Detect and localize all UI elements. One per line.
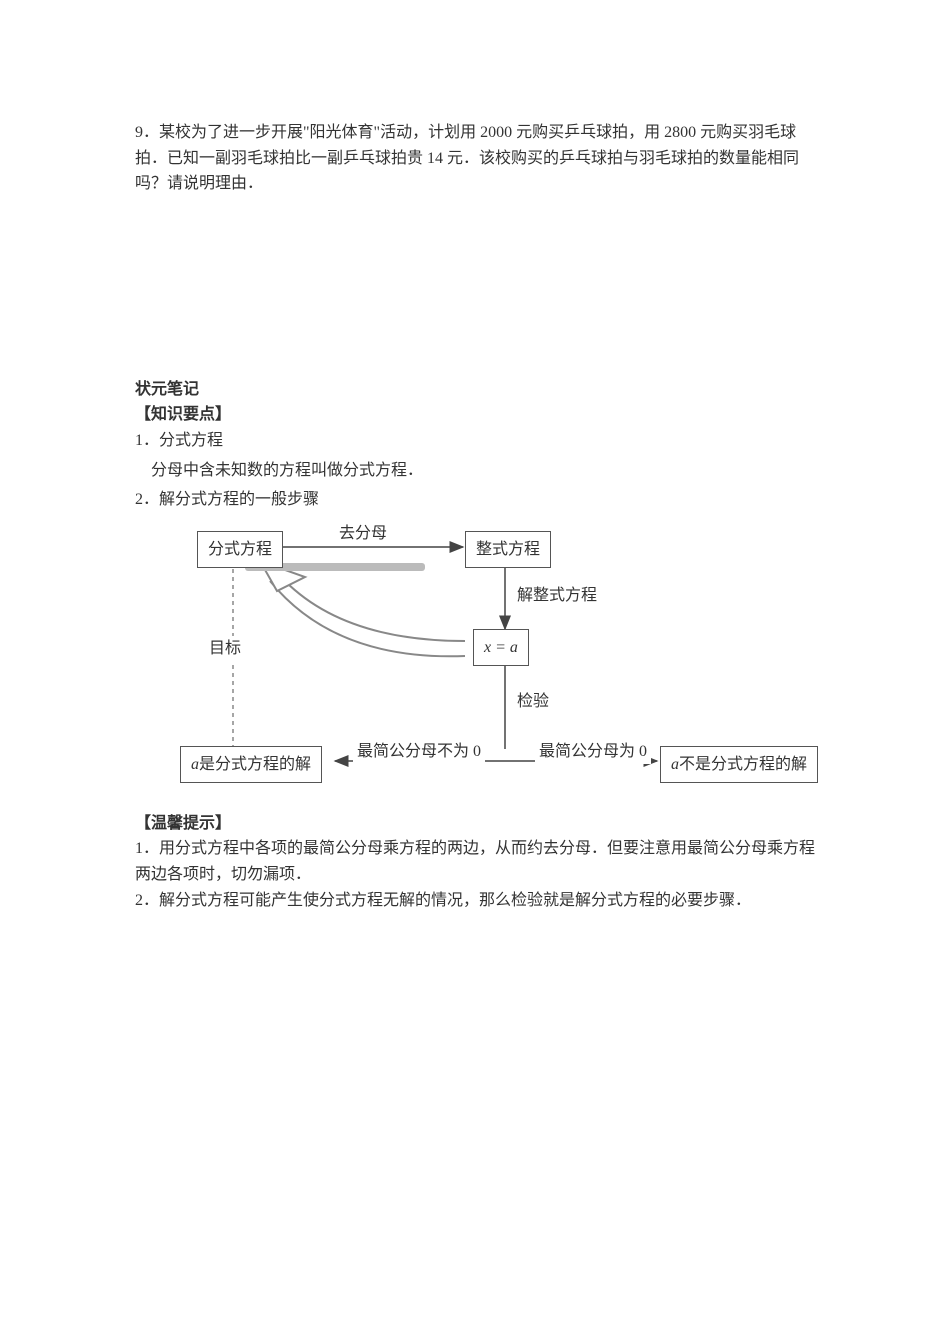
knowledge-item-2-title: 解分式方程的一般步骤 [159,491,319,508]
knowledge-item-1: 1．分式方程 [135,428,820,454]
flowchart-diagram: 分式方程 整式方程 目标 x = a a是分式方程的解 a不是分式方程的解 去分… [165,521,825,791]
tips-item-1: 1．用分式方程中各项的最简公分母乘方程的两边，从而约去分母．但要注意用最简公分母… [135,836,820,887]
label-jianyan: 检验 [513,689,553,715]
node-not-solution-text: 不是分式方程的解 [679,756,807,773]
knowledge-item-1-num: 1． [135,432,159,449]
knowledge-item-1-title: 分式方程 [159,432,223,449]
node-fenshi: 分式方程 [197,531,283,569]
node-is-solution-var: a [191,756,199,773]
knowledge-item-2: 2．解分式方程的一般步骤 [135,487,820,513]
node-not-solution-var: a [671,756,679,773]
notes-title: 状元笔记 [135,377,820,403]
notes-section: 状元笔记 【知识要点】 1．分式方程 分母中含未知数的方程叫做分式方程． 2．解… [135,377,820,513]
problem-9: 9．某校为了进一步开展"阳光体育"活动，计划用 2000 元购买乒乓球拍，用 2… [135,120,820,197]
node-is-solution-text: 是分式方程的解 [199,756,311,773]
label-qufenmu: 去分母 [335,521,391,547]
problem-text: 某校为了进一步开展"阳光体育"活动，计划用 2000 元购买乒乓球拍，用 280… [135,124,799,192]
node-xa: x = a [473,629,529,667]
knowledge-heading: 【知识要点】 [135,402,820,428]
knowledge-item-2-num: 2． [135,491,159,508]
problem-number: 9． [135,124,159,141]
label-jiezhengshi: 解整式方程 [513,583,601,609]
node-is-solution: a是分式方程的解 [180,746,322,784]
node-mubiao: 目标 [205,636,245,662]
tips-section: 【温馨提示】 1．用分式方程中各项的最简公分母乘方程的两边，从而约去分母．但要注… [135,811,820,913]
knowledge-item-1-def: 分母中含未知数的方程叫做分式方程． [135,458,820,484]
label-nonzero: 最简公分母不为 0 [353,739,485,765]
node-zhengshi: 整式方程 [465,531,551,569]
tips-item-2: 2．解分式方程可能产生使分式方程无解的情况，那么检验就是解分式方程的必要步骤． [135,888,820,914]
tips-heading: 【温馨提示】 [135,811,820,837]
node-not-solution: a不是分式方程的解 [660,746,818,784]
label-zero: 最简公分母为 0 [535,739,651,765]
